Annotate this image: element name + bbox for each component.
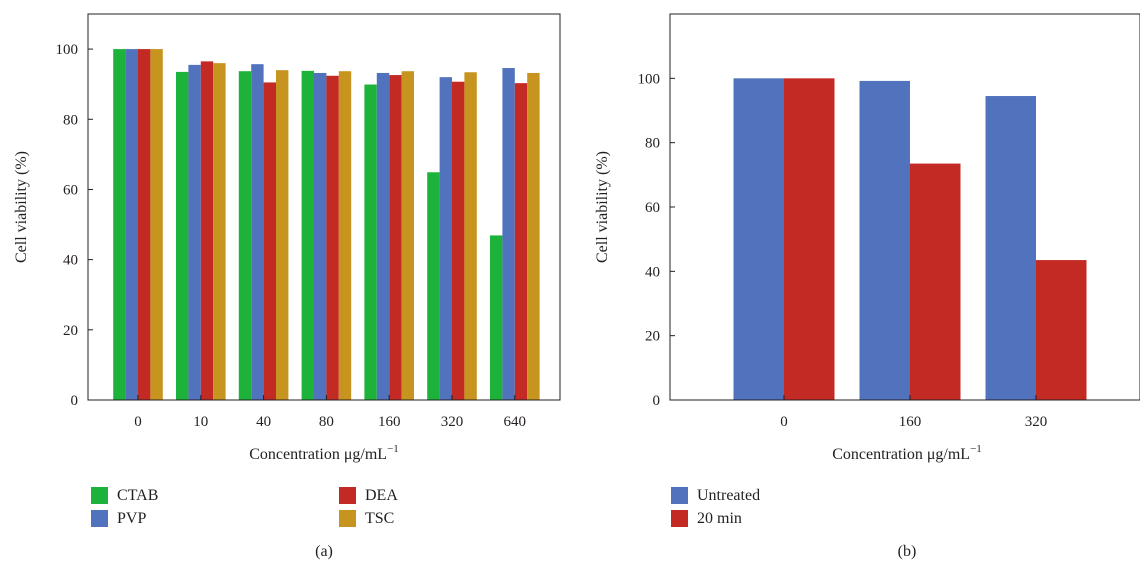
bar-pvp-10 bbox=[188, 64, 201, 400]
bar-tsc-80 bbox=[338, 71, 352, 400]
x-tick-label: 320 bbox=[441, 414, 464, 430]
bar-dea-80 bbox=[326, 75, 339, 400]
bar-pvp-80 bbox=[314, 72, 327, 400]
legend-swatch-pvp bbox=[91, 510, 108, 527]
bar-untreated-0 bbox=[733, 78, 784, 400]
legend-swatch-untreated bbox=[671, 487, 688, 504]
x-axis-label-superscript: −1 bbox=[970, 443, 982, 455]
y-tick-label: 80 bbox=[63, 112, 78, 128]
x-tick-label: 0 bbox=[780, 414, 788, 430]
legend-label-dea: DEA bbox=[365, 487, 398, 504]
x-axis-label-superscript: −1 bbox=[387, 443, 399, 455]
bar-ctab-320 bbox=[427, 172, 440, 400]
bar-20-min-320 bbox=[1036, 260, 1087, 400]
bar-dea-640 bbox=[514, 83, 528, 400]
x-axis-label: Concentration μg/mL−1 bbox=[249, 443, 399, 463]
panel-label: (a) bbox=[315, 543, 333, 560]
bar-tsc-0 bbox=[150, 49, 163, 401]
bar-ctab-640 bbox=[490, 235, 503, 400]
bar-tsc-160 bbox=[401, 71, 414, 400]
y-tick-label: 60 bbox=[645, 200, 660, 216]
legend-label-tsc: TSC bbox=[365, 510, 394, 527]
bar-untreated-160 bbox=[859, 80, 910, 400]
plot-frame bbox=[87, 13, 561, 401]
legend-swatch-20-min bbox=[671, 510, 688, 527]
x-tick-label: 160 bbox=[378, 414, 401, 430]
bar-tsc-10 bbox=[213, 63, 226, 400]
bar-dea-160 bbox=[389, 75, 402, 400]
bar-tsc-40 bbox=[276, 70, 289, 401]
bar-pvp-320 bbox=[439, 77, 452, 400]
bar-dea-10 bbox=[200, 61, 214, 401]
bar-pvp-160 bbox=[376, 72, 390, 400]
bar-ctab-10 bbox=[176, 71, 189, 401]
bar-20-min-0 bbox=[784, 78, 835, 400]
panel-label: (b) bbox=[898, 543, 917, 560]
bar-untreated-320 bbox=[985, 96, 1036, 400]
y-axis-label: Cell viability (%) bbox=[594, 151, 611, 263]
bar-pvp-640 bbox=[502, 68, 515, 400]
x-axis-label: Concentration μg/mL−1 bbox=[832, 443, 982, 463]
x-tick-label: 160 bbox=[899, 414, 922, 430]
bar-ctab-0 bbox=[113, 49, 126, 401]
bar-tsc-320 bbox=[464, 72, 477, 400]
y-tick-label: 100 bbox=[638, 71, 661, 87]
y-tick-label: 0 bbox=[71, 393, 79, 409]
bar-pvp-40 bbox=[251, 64, 264, 401]
legend-swatch-ctab bbox=[91, 487, 108, 504]
x-axis-label-text: Concentration μg/mL bbox=[249, 446, 387, 463]
y-tick-label: 100 bbox=[56, 42, 79, 58]
y-tick-label: 60 bbox=[63, 182, 78, 198]
bar-dea-40 bbox=[263, 82, 276, 401]
y-tick-label: 20 bbox=[645, 329, 660, 345]
bar-pvp-0 bbox=[125, 49, 138, 401]
x-tick-label: 40 bbox=[256, 414, 271, 430]
x-tick-label: 80 bbox=[319, 414, 334, 430]
panel-b-chart: 0 20 40 60 80 100 0 160 320 Concentration μg/mL−1… bbox=[594, 13, 1140, 560]
x-tick-label: 0 bbox=[134, 414, 142, 430]
bar-dea-0 bbox=[138, 49, 151, 401]
y-tick-label: 80 bbox=[645, 136, 660, 152]
x-tick-label: 640 bbox=[504, 414, 527, 430]
y-tick-label: 20 bbox=[63, 323, 78, 339]
x-tick-label: 10 bbox=[193, 414, 208, 430]
legend-swatch-tsc bbox=[339, 510, 356, 527]
x-axis-label-text: Concentration μg/mL bbox=[832, 446, 970, 463]
y-tick-label: 40 bbox=[63, 253, 78, 269]
y-tick-label: 0 bbox=[653, 393, 661, 409]
y-tick-label: 40 bbox=[645, 264, 660, 280]
bar-tsc-640 bbox=[527, 72, 540, 400]
x-tick-label: 320 bbox=[1025, 414, 1048, 430]
legend-label-ctab: CTAB bbox=[117, 487, 158, 504]
y-axis-label: Cell viability (%) bbox=[13, 151, 30, 263]
bar-20-min-160 bbox=[910, 163, 961, 400]
bar-ctab-40 bbox=[238, 71, 252, 400]
legend-swatch-dea bbox=[339, 487, 356, 504]
legend-label-pvp: PVP bbox=[117, 510, 146, 527]
panel-a-chart: 0 20 40 60 80 100 0 10 40 80 160 320 640 Concentratio… bbox=[13, 13, 561, 560]
legend-label-untreated: Untreated bbox=[697, 487, 760, 504]
bar-ctab-80 bbox=[301, 70, 314, 400]
legend-label-20-min: 20 min bbox=[697, 510, 742, 527]
bar-ctab-160 bbox=[364, 84, 377, 400]
bar-dea-320 bbox=[452, 81, 465, 400]
